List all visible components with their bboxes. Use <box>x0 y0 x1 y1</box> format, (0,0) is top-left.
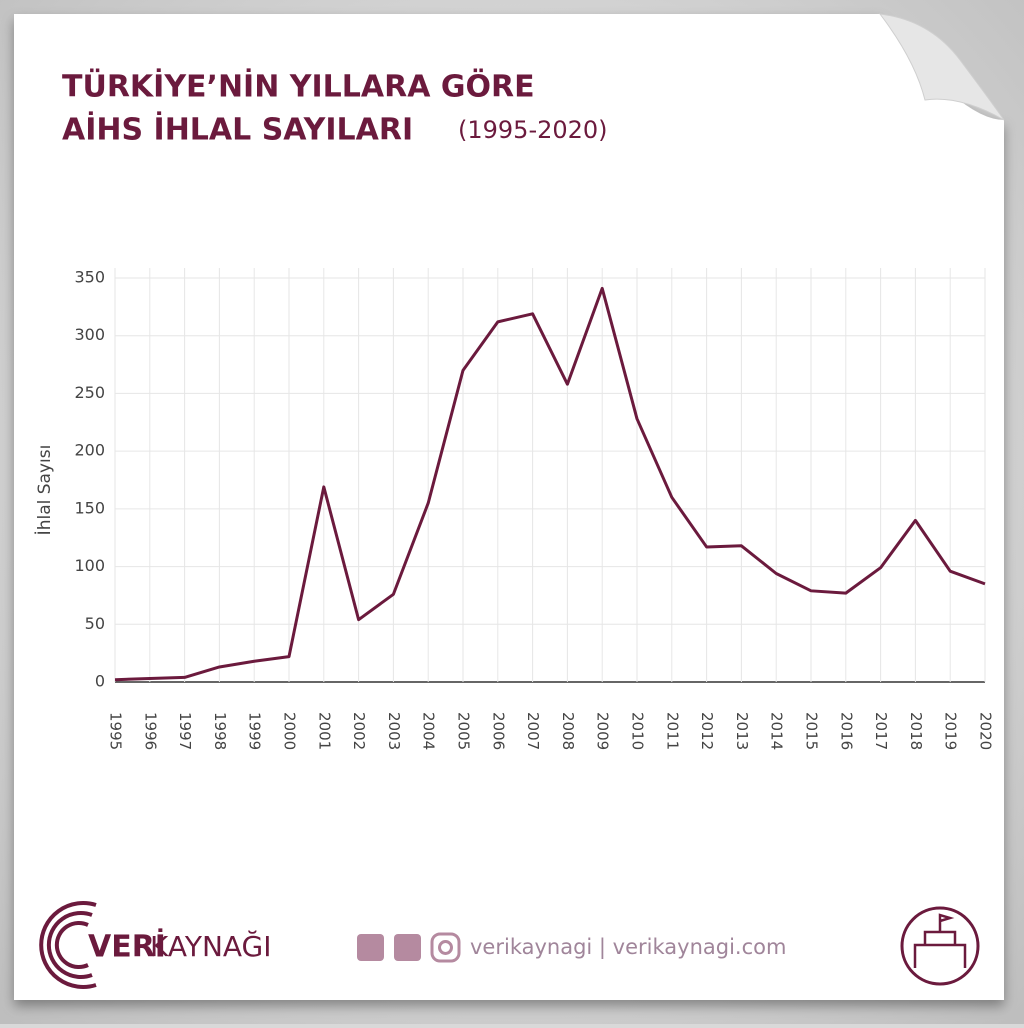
building-badge <box>900 906 980 986</box>
x-tick-label: 2020 <box>977 712 995 750</box>
y-tick-label: 200 <box>74 441 105 460</box>
x-tick-label: 2019 <box>942 712 960 750</box>
x-tick-label: 2010 <box>629 712 647 750</box>
data-line <box>114 286 986 682</box>
y-tick-label: 50 <box>85 614 105 633</box>
x-tick-label: 2013 <box>733 712 751 750</box>
y-tick-label: 100 <box>74 556 105 575</box>
y-tick-label: 350 <box>74 268 105 287</box>
logo <box>39 901 97 989</box>
x-tick-label: 1995 <box>107 712 125 750</box>
x-tick-label: 2000 <box>281 712 299 750</box>
x-tick-label: 2018 <box>907 712 925 750</box>
x-tick-label: 2001 <box>315 712 333 750</box>
plot-area: 0 50 100 150 200 250 300 350 1995 1996 1997 1998 199… <box>74 268 994 751</box>
social-text: verikaynagi | verikaynagi.com <box>470 935 786 960</box>
x-tick-label: 2006 <box>489 712 507 750</box>
y-axis-label: İhlal Sayısı <box>34 445 55 536</box>
paper <box>14 14 1004 1000</box>
x-tick-label: 2002 <box>350 712 368 750</box>
x-tick-label: 1997 <box>176 712 194 750</box>
x-tick-label: 2017 <box>872 712 890 750</box>
x-tick-label: 2009 <box>594 712 612 750</box>
chart-title: AİHS İHLAL SAYILARI <box>62 112 413 148</box>
x-tick-label: 2012 <box>698 712 716 750</box>
brand-rest: KAYNAĞI <box>150 929 272 963</box>
y-tick-label: 300 <box>74 325 105 344</box>
x-tick-label: 2014 <box>768 712 786 750</box>
y-tick-label: 150 <box>74 498 105 517</box>
x-tick-label: 2003 <box>385 712 403 750</box>
x-tick-label: 2008 <box>559 712 577 750</box>
chart-subtitle: (1995-2020) <box>458 116 608 144</box>
page-curl <box>878 13 1005 121</box>
instagram-icon-lens <box>438 940 453 955</box>
x-tick-label: 2007 <box>524 712 542 750</box>
x-tick-label: 1999 <box>246 712 264 750</box>
x-tick-label: 2011 <box>663 712 681 750</box>
instagram-icon <box>430 932 461 963</box>
x-tick-label: 1996 <box>141 712 159 750</box>
y-tick-label: 250 <box>74 383 105 402</box>
y-tick-label: 0 <box>95 672 105 691</box>
twitter-icon <box>394 934 421 961</box>
facebook-icon <box>357 934 384 961</box>
chart-title: TÜRKİYE’NİN YILLARA GÖRE <box>62 68 535 105</box>
x-tick-label: 2016 <box>837 712 855 750</box>
x-tick-label: 2015 <box>803 712 821 750</box>
building-icon <box>913 913 967 968</box>
x-tick-label: 1998 <box>211 712 229 750</box>
x-tick-label: 2005 <box>455 712 473 750</box>
brand-bold: VERİ <box>88 929 166 965</box>
x-tick-label: 2004 <box>420 712 438 750</box>
